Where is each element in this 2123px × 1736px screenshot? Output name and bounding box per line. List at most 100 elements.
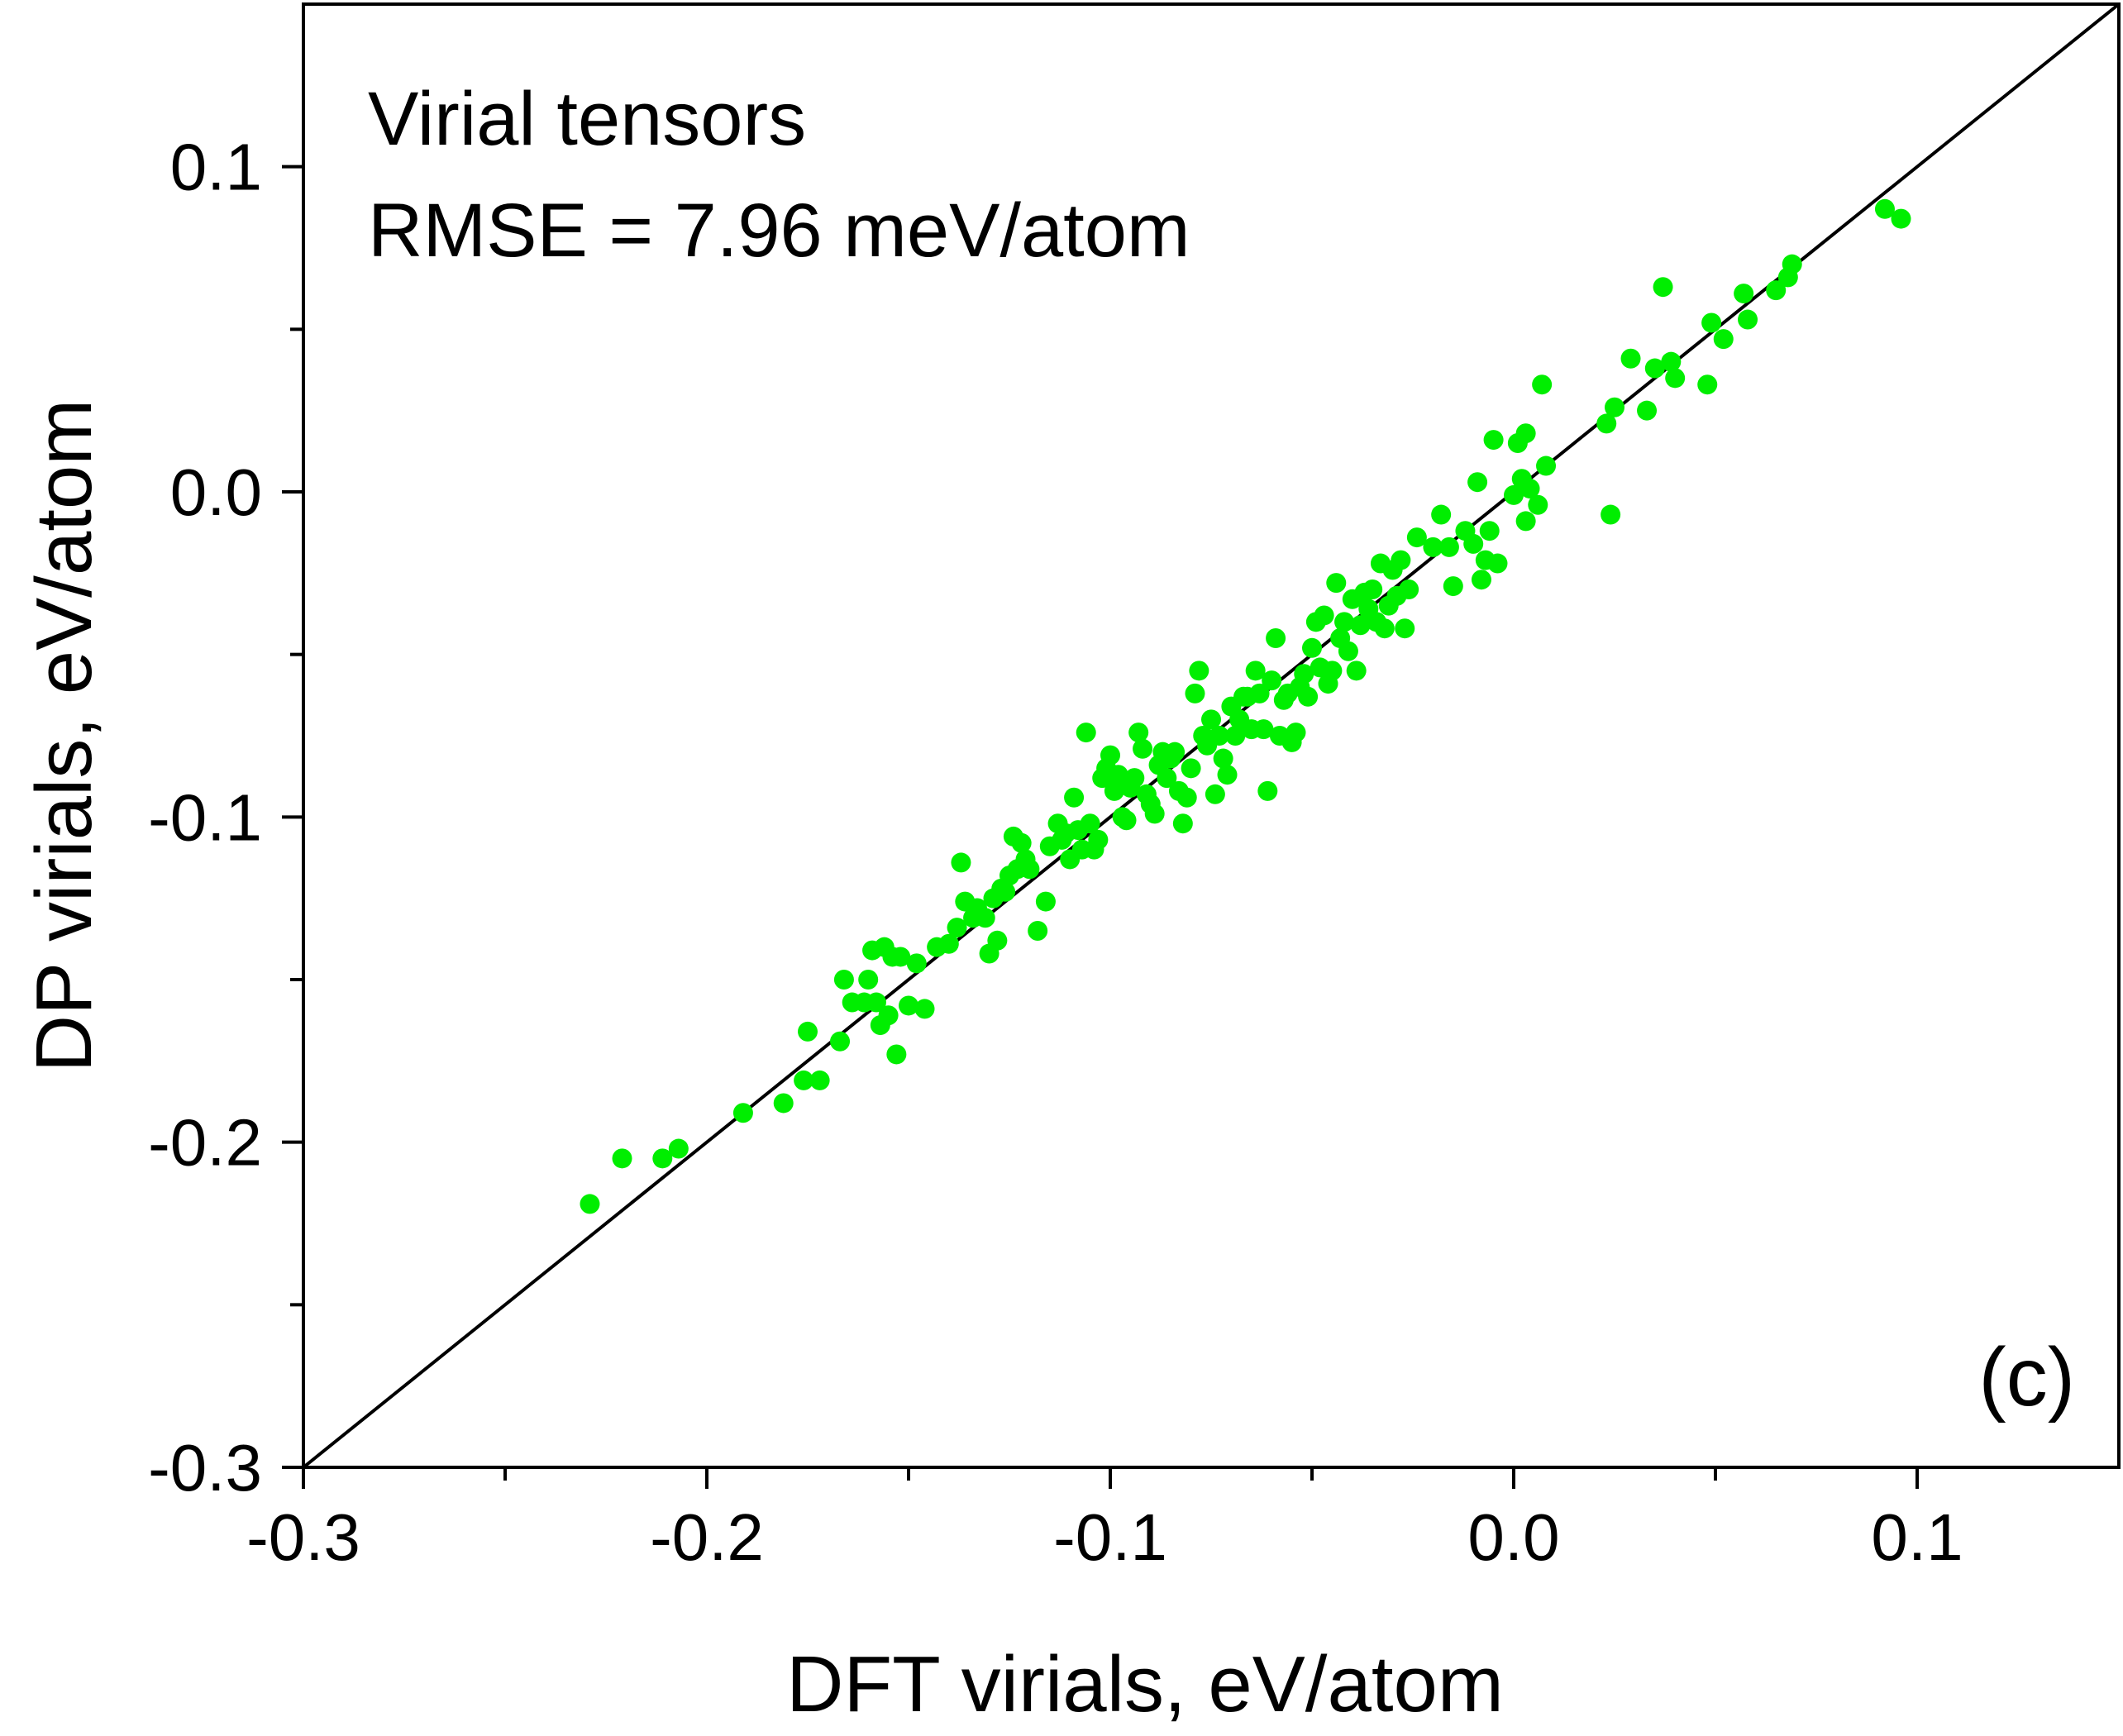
data-point xyxy=(1701,312,1722,333)
y-tick-label: -0.2 xyxy=(148,1106,262,1180)
data-point xyxy=(1874,198,1895,219)
data-point xyxy=(1172,813,1193,834)
data-point xyxy=(1350,615,1371,636)
data-point xyxy=(1124,768,1145,789)
data-point xyxy=(1519,479,1540,499)
data-point xyxy=(773,1093,794,1114)
data-point xyxy=(987,930,1008,951)
y-tick-label: 0.1 xyxy=(170,131,262,204)
data-point xyxy=(1100,745,1120,765)
data-point xyxy=(1302,637,1322,658)
tick-labels-layer: -0.3 -0.2 -0.1 0.0 0.1 -0.3 -0.2 -0.1 0.0 0.1 xyxy=(148,131,1963,1574)
data-point xyxy=(1653,277,1673,298)
data-point xyxy=(1225,726,1246,746)
panel-label: (c) xyxy=(1978,1331,2075,1424)
data-point xyxy=(938,933,959,954)
data-point xyxy=(1782,254,1802,274)
y-axis-title: DP virials, eV/atom xyxy=(20,399,108,1073)
data-point xyxy=(580,1194,600,1214)
data-point xyxy=(1133,738,1153,759)
data-point xyxy=(951,852,971,873)
data-point xyxy=(1205,784,1225,804)
data-point xyxy=(1104,780,1124,801)
data-point xyxy=(1738,309,1758,330)
plot-frame xyxy=(302,2,2121,1469)
data-point xyxy=(1189,661,1209,681)
data-point xyxy=(1185,683,1205,703)
data-point xyxy=(794,1070,814,1090)
data-point xyxy=(798,1021,818,1042)
data-point xyxy=(732,1103,753,1123)
data-point xyxy=(866,992,886,1013)
data-point xyxy=(995,881,1016,902)
data-point xyxy=(1294,664,1314,684)
data-point xyxy=(1011,832,1032,853)
data-point xyxy=(1515,423,1536,444)
y-tick-label: 0.0 xyxy=(170,455,262,529)
data-point xyxy=(1374,618,1395,639)
x-tick-label: -0.1 xyxy=(1053,1500,1167,1574)
data-point xyxy=(1266,628,1286,648)
data-point xyxy=(830,1031,851,1052)
data-point xyxy=(1165,742,1186,762)
data-point xyxy=(1406,527,1427,548)
data-point xyxy=(914,999,935,1019)
data-point xyxy=(1217,765,1238,785)
data-point xyxy=(809,1070,830,1090)
data-point xyxy=(1601,504,1621,525)
data-point xyxy=(1532,374,1553,395)
data-point xyxy=(1108,765,1128,785)
data-point xyxy=(1713,329,1734,350)
data-point xyxy=(1019,859,1040,880)
y-tick-label: -0.1 xyxy=(148,780,262,854)
data-point xyxy=(1209,726,1229,746)
data-point xyxy=(1399,579,1419,599)
data-point xyxy=(1515,511,1536,532)
data-point xyxy=(1028,921,1048,941)
data-point xyxy=(1528,494,1548,515)
data-point xyxy=(899,995,918,1016)
data-point xyxy=(1438,537,1459,557)
data-point xyxy=(1665,368,1686,389)
data-point xyxy=(1144,804,1165,824)
data-point xyxy=(1605,397,1624,417)
data-point xyxy=(1431,504,1452,525)
data-point xyxy=(1536,455,1557,476)
data-point xyxy=(1504,484,1524,505)
data-point xyxy=(1298,686,1319,707)
data-point xyxy=(1362,579,1383,599)
data-point xyxy=(1257,780,1278,801)
data-point xyxy=(1245,661,1266,681)
data-point xyxy=(652,1148,673,1169)
data-point xyxy=(612,1148,632,1169)
x-tick-label: 0.1 xyxy=(1871,1500,1963,1574)
annotation-rmse: RMSE = 7.96 meV/atom xyxy=(368,188,1190,273)
data-point xyxy=(1463,533,1484,554)
data-point xyxy=(906,953,927,974)
x-tick-label: 0.0 xyxy=(1467,1500,1559,1574)
data-points-layer xyxy=(580,198,1911,1214)
data-point xyxy=(1080,813,1100,834)
data-point xyxy=(1181,758,1201,779)
data-point xyxy=(890,947,911,967)
x-axis-title: DFT virials, eV/atom xyxy=(786,1640,1504,1729)
data-point xyxy=(878,1005,899,1026)
data-point xyxy=(1338,641,1358,661)
data-point xyxy=(1322,661,1343,681)
data-point xyxy=(1346,661,1367,681)
data-point xyxy=(975,908,995,928)
data-point xyxy=(1064,787,1085,808)
data-point xyxy=(1286,723,1306,743)
data-point xyxy=(1157,768,1177,789)
data-point xyxy=(1249,683,1270,703)
y-tick-label: -0.3 xyxy=(148,1431,262,1505)
data-point xyxy=(1213,748,1233,769)
data-point xyxy=(1620,348,1641,369)
data-point xyxy=(1116,810,1137,831)
annotation-title: Virial tensors xyxy=(368,77,806,161)
data-point xyxy=(1334,612,1355,632)
data-point xyxy=(1128,723,1149,743)
data-point xyxy=(1076,723,1096,743)
data-point xyxy=(1253,719,1274,740)
